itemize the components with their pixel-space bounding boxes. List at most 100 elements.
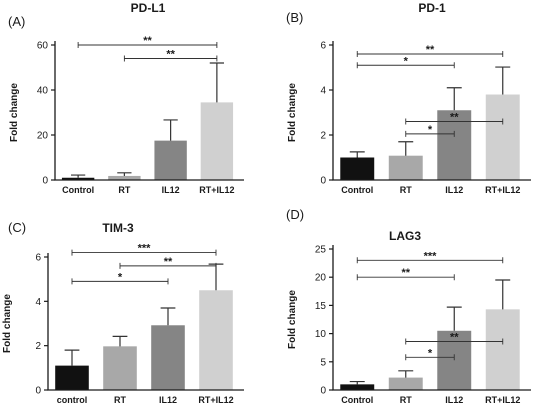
- significance-bracket: [71, 249, 217, 256]
- error-bar: [446, 306, 462, 331]
- bar-rt: [103, 346, 137, 390]
- error-bar: [495, 66, 511, 95]
- error-bar: [398, 141, 414, 156]
- significance-label: **: [450, 112, 459, 124]
- bar-control: [340, 157, 375, 180]
- y-tick-label: 60: [37, 41, 49, 52]
- x-tick-label: RT: [114, 395, 126, 405]
- significance-label: **: [166, 49, 175, 61]
- error-bar: [71, 174, 86, 178]
- error-bar: [349, 151, 365, 158]
- chart-panel-2: (B) PD-1 Fold change 0 2 4 6 Control RT IL12 RT+IL…: [286, 1, 531, 195]
- error-bar: [160, 307, 176, 326]
- y-tick-label: 20: [37, 131, 49, 142]
- chart-panel-4: (D) LAG3 Fold change 0 5 10 15 20 25 Control RT IL1…: [286, 207, 531, 405]
- significance-bracket: [405, 118, 504, 125]
- significance-bracket: [405, 338, 504, 345]
- error-bar: [349, 380, 365, 385]
- x-tick-label: IL12: [445, 185, 463, 195]
- significance-label: ***: [424, 250, 438, 262]
- y-tick-label: 0: [35, 386, 41, 397]
- y-tick-label: 6: [320, 41, 326, 52]
- x-tick-label: RT: [118, 185, 130, 195]
- error-bar: [446, 87, 462, 111]
- significance-bracket: [405, 130, 455, 137]
- y-tick-label: 40: [37, 86, 49, 97]
- y-tick-label: 4: [320, 86, 326, 97]
- chart-title: PD-L1: [131, 1, 166, 15]
- y-tick-label: 25: [315, 245, 327, 256]
- significance-bracket: [356, 257, 504, 264]
- chart-title: LAG3: [389, 229, 421, 243]
- significance-bracket: [356, 62, 455, 69]
- bar-rt: [388, 155, 423, 180]
- panel-label: (D): [286, 207, 304, 222]
- x-tick-label: control: [57, 395, 88, 405]
- significance-label: *: [404, 55, 409, 67]
- y-axis-label: Fold change: [2, 294, 13, 353]
- y-tick-label: 5: [320, 357, 326, 368]
- significance-bracket: [119, 262, 217, 269]
- x-tick-label: Control: [341, 395, 373, 405]
- significance-bracket: [405, 354, 455, 361]
- bar-il12: [154, 140, 187, 180]
- bar-rt: [388, 377, 423, 390]
- bar-control: [340, 384, 375, 390]
- significance-label: **: [143, 35, 152, 47]
- chart-panel-1: (A) PD-L1 Fold change 0 20 40 60 Control RT IL12 R…: [8, 1, 244, 195]
- y-tick-label: 10: [315, 329, 327, 340]
- chart-panel-3: (C) TIM-3 Fold change 0 2 4 6 control RT IL12 RT+I…: [2, 220, 244, 405]
- x-tick-label: Control: [62, 185, 94, 195]
- y-tick-label: 0: [42, 176, 48, 187]
- x-tick-label: IL12: [162, 185, 180, 195]
- y-tick-label: 0: [320, 176, 326, 187]
- chart-title: PD-1: [418, 1, 446, 15]
- significance-bracket: [123, 55, 218, 62]
- significance-bracket: [71, 278, 169, 285]
- bar-control: [55, 365, 89, 390]
- bar-control: [61, 177, 95, 180]
- error-bar: [209, 62, 224, 103]
- bar-rt-il12: [485, 309, 520, 390]
- bar-il12: [437, 330, 472, 390]
- significance-label: **: [450, 331, 459, 343]
- bar-rt: [108, 175, 141, 180]
- bar-rt-il12: [485, 94, 520, 180]
- significance-label: *: [118, 271, 123, 283]
- y-axis-label: Fold change: [287, 83, 298, 142]
- y-tick-label: 15: [315, 301, 327, 312]
- y-tick-label: 4: [35, 297, 41, 308]
- x-tick-label: IL12: [159, 395, 177, 405]
- error-bar: [117, 172, 132, 176]
- x-tick-label: RT+IL12: [485, 185, 520, 195]
- error-bar: [64, 349, 80, 366]
- significance-label: *: [428, 124, 433, 136]
- significance-label: **: [426, 44, 435, 56]
- x-tick-label: Control: [341, 185, 373, 195]
- error-bar: [398, 370, 414, 378]
- significance-label: *: [428, 347, 433, 359]
- bar-rt-il12: [200, 102, 234, 180]
- y-tick-label: 2: [35, 341, 41, 352]
- error-bar: [112, 335, 128, 347]
- y-axis-label: Fold change: [287, 290, 298, 349]
- significance-bracket: [77, 42, 218, 48]
- panel-label: (B): [286, 10, 303, 25]
- significance-label: ***: [138, 243, 152, 255]
- error-bar: [495, 279, 511, 310]
- y-tick-label: 20: [315, 273, 327, 284]
- bar-rt-il12: [199, 290, 233, 390]
- x-tick-label: RT: [400, 395, 412, 405]
- panel-label: (C): [8, 220, 26, 235]
- bar-il12: [151, 325, 185, 390]
- x-tick-label: RT+IL12: [198, 395, 233, 405]
- chart-title: TIM-3: [102, 221, 134, 235]
- significance-label: **: [401, 267, 410, 279]
- significance-bracket: [356, 274, 455, 281]
- significance-bracket: [356, 51, 504, 57]
- x-tick-label: RT+IL12: [485, 395, 520, 405]
- y-tick-label: 2: [320, 131, 326, 142]
- y-tick-label: 6: [35, 253, 41, 264]
- x-tick-label: RT+IL12: [199, 185, 234, 195]
